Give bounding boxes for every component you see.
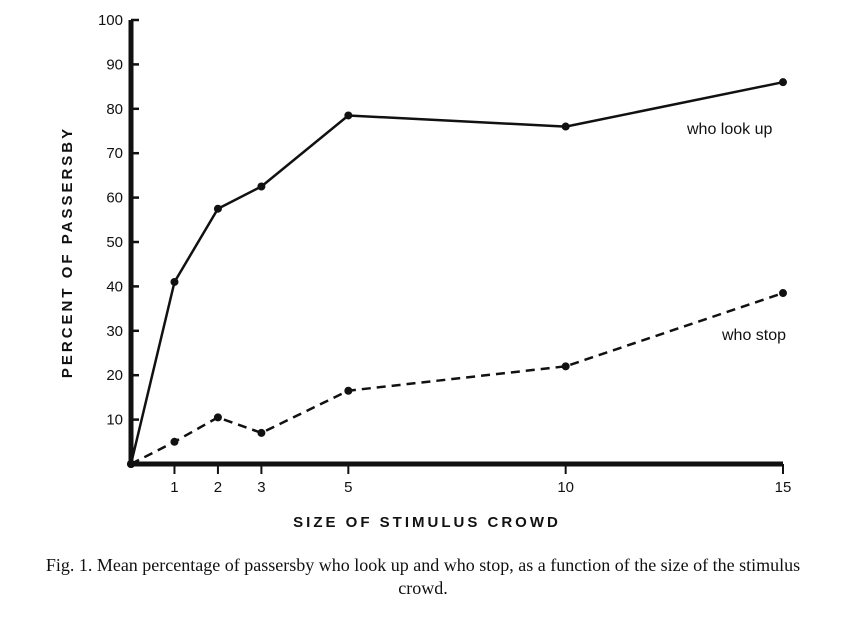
series-line-0: [129, 80, 784, 465]
series-line-1: [130, 291, 784, 466]
data-point-series-1: [561, 362, 570, 371]
data-point-series-1: [779, 289, 787, 298]
x-axis-label: SIZE OF STIMULUS CROWD: [293, 514, 561, 531]
y-tick-label: 70: [106, 145, 123, 162]
data-point-series-0: [257, 182, 266, 191]
x-axis-ticks: 1 2 3 5 10 15: [170, 464, 791, 496]
y-axis-label: PERCENT OF PASSERSBY: [59, 126, 76, 378]
x-tick-label: 1: [170, 479, 178, 496]
y-tick-label: 100: [98, 12, 123, 29]
data-point-series-0: [779, 78, 787, 87]
series-lines: [129, 80, 784, 466]
series-label-look-up: who look up: [686, 121, 772, 138]
data-point-series-0: [213, 204, 222, 213]
data-point-series-0: [170, 277, 179, 286]
figure-caption: Fig. 1. Mean percentage of passersby who…: [45, 555, 801, 598]
y-axis-ticks: 10 20 30 40 50 60 70 80 90 100: [98, 12, 139, 429]
x-tick-label: 2: [214, 479, 222, 496]
data-point-series-1: [170, 437, 179, 446]
y-tick-label: 90: [106, 56, 123, 73]
y-tick-label: 40: [106, 278, 123, 295]
data-point-series-0: [561, 122, 570, 131]
y-tick-label: 10: [106, 412, 123, 429]
data-point-series-1: [127, 460, 135, 468]
x-tick-label: 15: [775, 479, 792, 496]
line-chart: 10 20 30 40 50 60 70 80 90 100 1 2 3 5 10 15 PERCENT O…: [59, 12, 791, 531]
data-point-series-1: [344, 386, 353, 395]
series-points: [127, 78, 787, 468]
data-point-series-1: [213, 413, 222, 422]
y-tick-label: 60: [106, 190, 123, 207]
axes: [128, 20, 783, 467]
data-point-series-1: [257, 428, 266, 437]
series-label-stop: who stop: [721, 327, 786, 344]
y-tick-label: 80: [106, 101, 123, 118]
x-tick-label: 10: [557, 479, 574, 496]
x-tick-label: 5: [344, 479, 352, 496]
y-tick-label: 30: [106, 323, 123, 340]
y-tick-label: 50: [106, 234, 123, 251]
data-point-series-0: [344, 111, 353, 120]
x-tick-label: 3: [257, 479, 265, 496]
y-tick-label: 20: [106, 367, 123, 384]
